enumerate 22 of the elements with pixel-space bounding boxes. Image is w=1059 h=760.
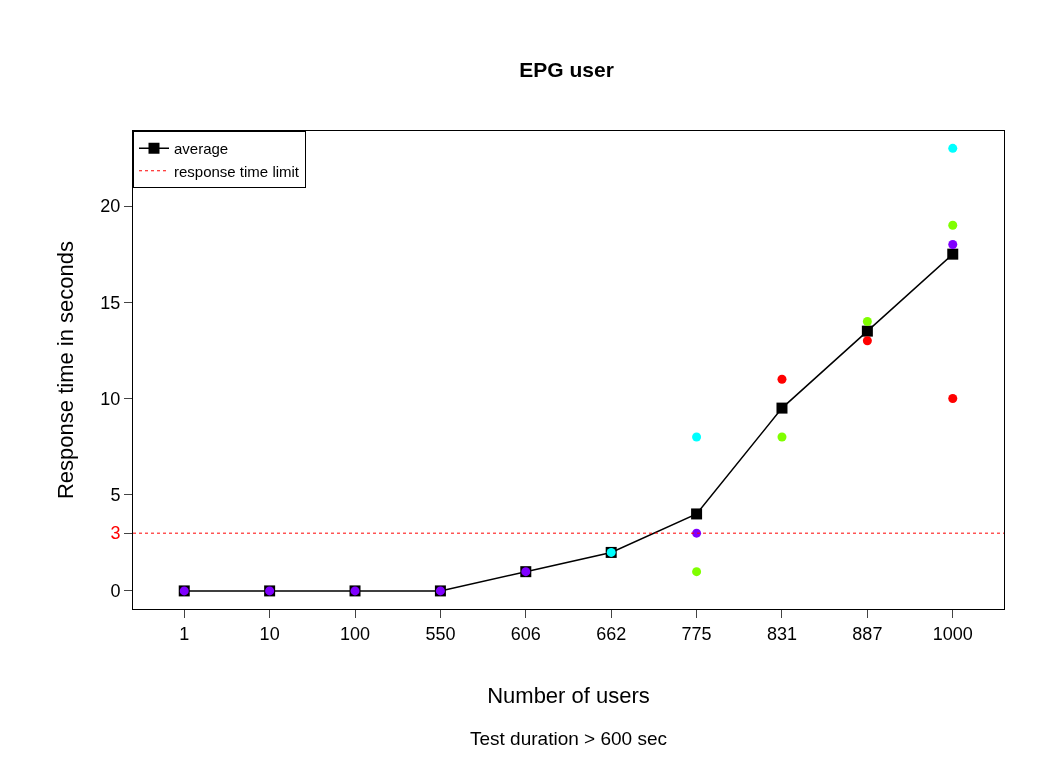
x-tick-label: 831 (766, 623, 797, 644)
x-tick-label: 887 (852, 623, 883, 644)
x-tick-label: 550 (425, 623, 456, 644)
x-tick-label: 100 (340, 623, 371, 644)
y-tick-label: 3 (110, 523, 121, 544)
chart-title: EPG user (519, 58, 614, 82)
y-axis-title: Response time in seconds (53, 240, 79, 500)
legend-label: response time limit (174, 162, 300, 180)
x-tick-label: 606 (510, 623, 541, 644)
legend-label: average (174, 140, 229, 158)
text: Test duration > 600 sec (470, 728, 667, 749)
x-axis-title: Number of users (487, 683, 650, 709)
y-tick-label: 20 (100, 196, 121, 217)
y-tick-label: 10 (100, 388, 121, 409)
x-tick-label: 1 (179, 623, 190, 644)
y-tick-label: 5 (110, 485, 121, 505)
x-tick-label: 1000 (932, 623, 973, 644)
x-tick-label: 662 (596, 623, 627, 644)
x-tick-label: 10 (259, 623, 280, 644)
y-tick-label: 15 (100, 292, 121, 313)
x-tick-label: 775 (681, 623, 712, 644)
y-tick-label: 0 (110, 581, 121, 602)
